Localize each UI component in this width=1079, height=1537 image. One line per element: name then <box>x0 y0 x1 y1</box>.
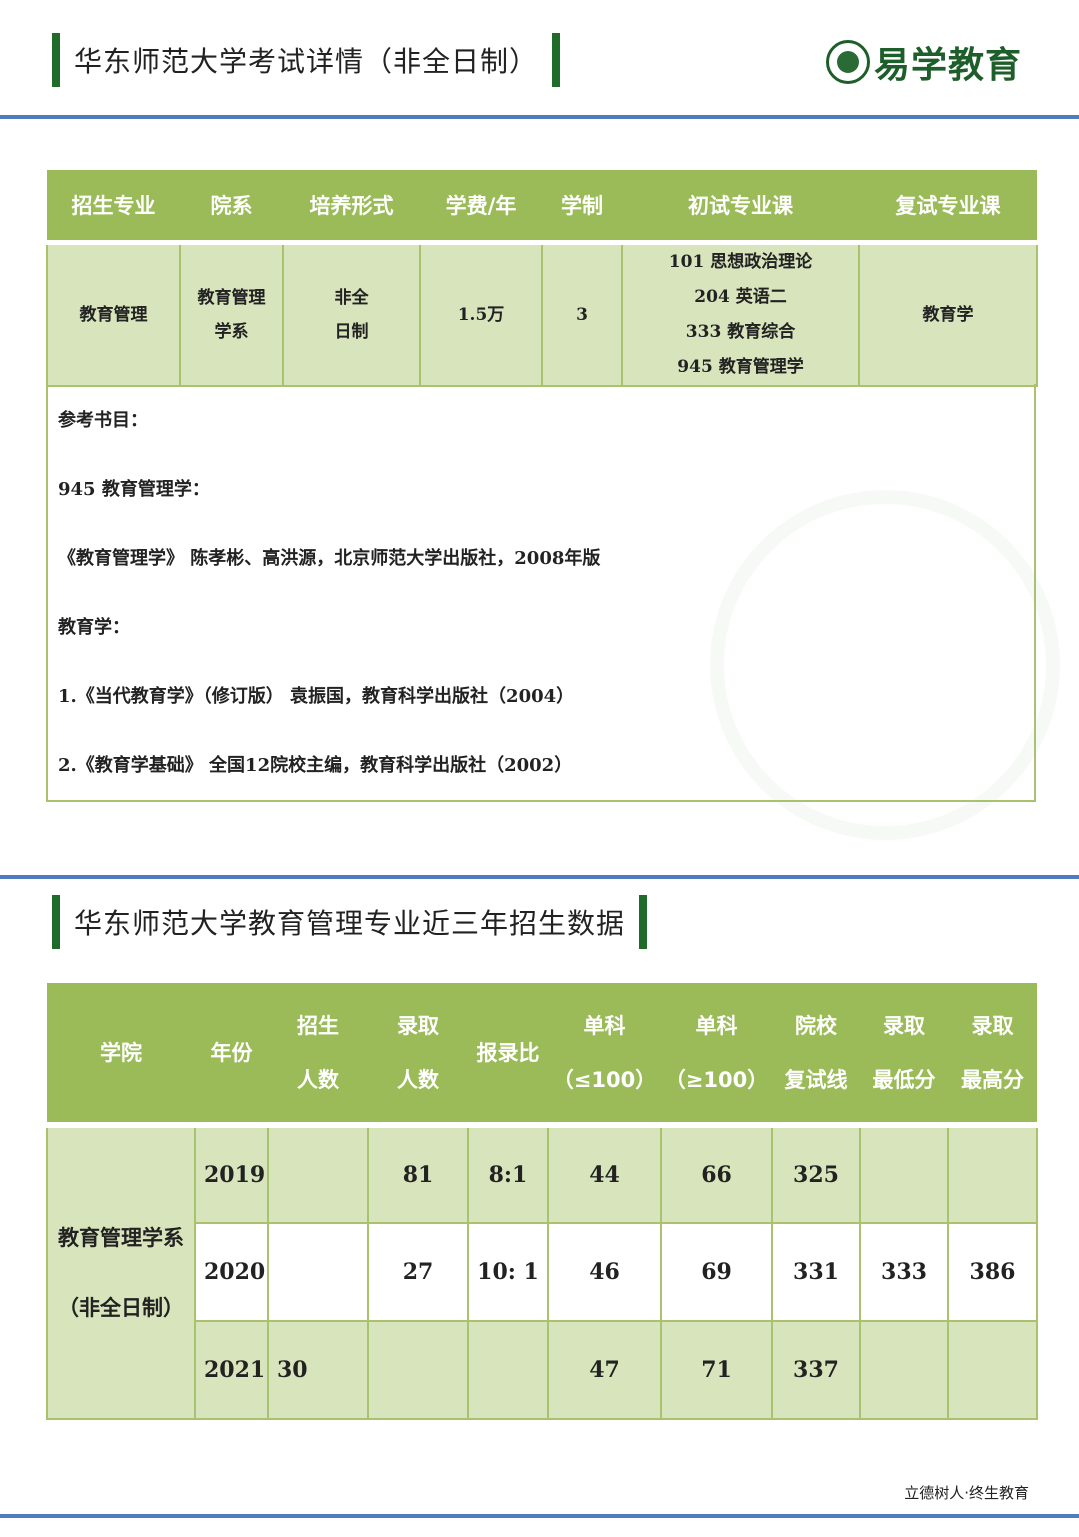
table-cell <box>267 1222 369 1322</box>
logo-emblem-icon <box>826 40 870 84</box>
column-header: 单科 （≤100） <box>548 983 661 1125</box>
column-header: 招生 人数 <box>268 983 368 1125</box>
table-cell: 教育管理 学系 <box>179 241 284 387</box>
title-bar-left <box>52 33 60 87</box>
column-header: 院系 <box>180 170 283 242</box>
title-bar-right <box>552 33 561 87</box>
table-cell: 386 <box>947 1222 1038 1322</box>
column-header: 招生专业 <box>47 170 180 242</box>
table-cell: 333 <box>859 1222 949 1322</box>
column-header: 录取 人数 <box>368 983 468 1125</box>
table-cell: 30 <box>267 1320 369 1420</box>
table-cell <box>859 1124 949 1224</box>
reference-books: 参考书目： 945 教育管理学： 《教育管理学》 陈孝彬、高洪源，北京师范大学出版社… <box>46 384 1036 802</box>
table-row: 教育管理学系 （非全日制） 2019 81 8:1 44 66 325 <box>46 1124 1038 1420</box>
table-cell: 教育学 <box>858 241 1038 387</box>
section2-title: 华东师范大学教育管理专业近三年招生数据 <box>74 907 626 940</box>
table-cell: 教育管理 <box>46 241 181 387</box>
table-cell: 325 <box>771 1124 861 1224</box>
column-header: 录取 最低分 <box>860 983 948 1125</box>
footer-slogan: 立德树人·终生教育 <box>904 1484 1029 1502</box>
table-cell <box>267 1124 369 1224</box>
table-cell: 46 <box>547 1222 662 1322</box>
column-header: 报录比 <box>468 983 548 1125</box>
logo-text: 易学教育 <box>874 45 1023 86</box>
table-cell: 27 <box>367 1222 469 1322</box>
admission-data-table: 学院 年份 招生 人数 录取 人数 报录比 单科 （≤100） 单科 （≥100） 院校 复试… <box>46 983 1038 1420</box>
section1-title: 华东师范大学考试详情（非全日制） <box>74 45 539 78</box>
table-cell: 10: 1 <box>467 1222 549 1322</box>
table-cell <box>367 1320 469 1420</box>
section1-title-bar: 华东师范大学考试详情（非全日制） <box>52 33 561 87</box>
column-header: 复试专业课 <box>859 170 1037 242</box>
table-cell: 47 <box>547 1320 662 1420</box>
table-cell <box>947 1124 1038 1224</box>
college-cell: 教育管理学系 （非全日制） <box>46 1124 196 1420</box>
table-cell: 331 <box>771 1222 861 1322</box>
table-cell <box>947 1320 1038 1420</box>
table-cell: 8:1 <box>467 1124 549 1224</box>
table-cell: 101 思想政治理论 204 英语二 333 教育综合 945 教育管理学 <box>621 241 860 387</box>
divider <box>0 115 1079 119</box>
divider <box>0 875 1079 879</box>
title-bar-left <box>52 895 60 949</box>
table-cell: 2020 <box>194 1222 269 1322</box>
reference-line: 参考书目： <box>58 410 148 431</box>
table-cell: 2021 <box>194 1320 269 1420</box>
exam-details-table: 招生专业 院系 培养形式 学费/年 学制 初试专业课 复试专业课 教育管理 教育管理 学系 非全… <box>46 170 1038 387</box>
column-header: 学制 <box>542 170 622 242</box>
table-cell: 2019 <box>194 1124 269 1224</box>
table-cell <box>859 1320 949 1420</box>
column-header: 学费/年 <box>420 170 542 242</box>
table-cell: 66 <box>660 1124 773 1224</box>
column-header: 录取 最高分 <box>948 983 1037 1125</box>
column-header: 学院 <box>47 983 195 1125</box>
table-cell: 337 <box>771 1320 861 1420</box>
title-bar-right <box>639 895 648 949</box>
table-cell: 44 <box>547 1124 662 1224</box>
reference-line: 2.《教育学基础》 全国12院校主编，教育科学出版社（2002） <box>58 755 573 776</box>
reference-line: 945 教育管理学： <box>58 479 210 500</box>
column-header: 年份 <box>195 983 268 1125</box>
table-cell: 非全 日制 <box>282 241 421 387</box>
reference-line: 《教育管理学》 陈孝彬、高洪源，北京师范大学出版社，2008年版 <box>58 548 601 569</box>
table-cell: 71 <box>660 1320 773 1420</box>
column-header: 单科 （≥100） <box>661 983 772 1125</box>
column-header: 初试专业课 <box>622 170 859 242</box>
table-cell <box>467 1320 549 1420</box>
table-cell: 69 <box>660 1222 773 1322</box>
table-cell: 3 <box>541 241 623 387</box>
section2-title-bar: 华东师范大学教育管理专业近三年招生数据 <box>52 895 648 949</box>
reference-line: 1.《当代教育学》（修订版） 袁振国，教育科学出版社（2004） <box>58 686 575 707</box>
reference-line: 教育学： <box>58 617 130 638</box>
logo: 易学教育 <box>826 36 1022 88</box>
divider <box>0 1514 1079 1518</box>
table-row: 2021 30 47 71 337 <box>47 1320 1038 1420</box>
table-cell: 81 <box>367 1124 469 1224</box>
column-header: 院校 复试线 <box>772 983 860 1125</box>
column-header: 培养形式 <box>283 170 420 242</box>
table-cell: 1.5万 <box>419 241 543 387</box>
table-row: 2020 27 10: 1 46 69 331 333 386 <box>47 1222 1038 1322</box>
